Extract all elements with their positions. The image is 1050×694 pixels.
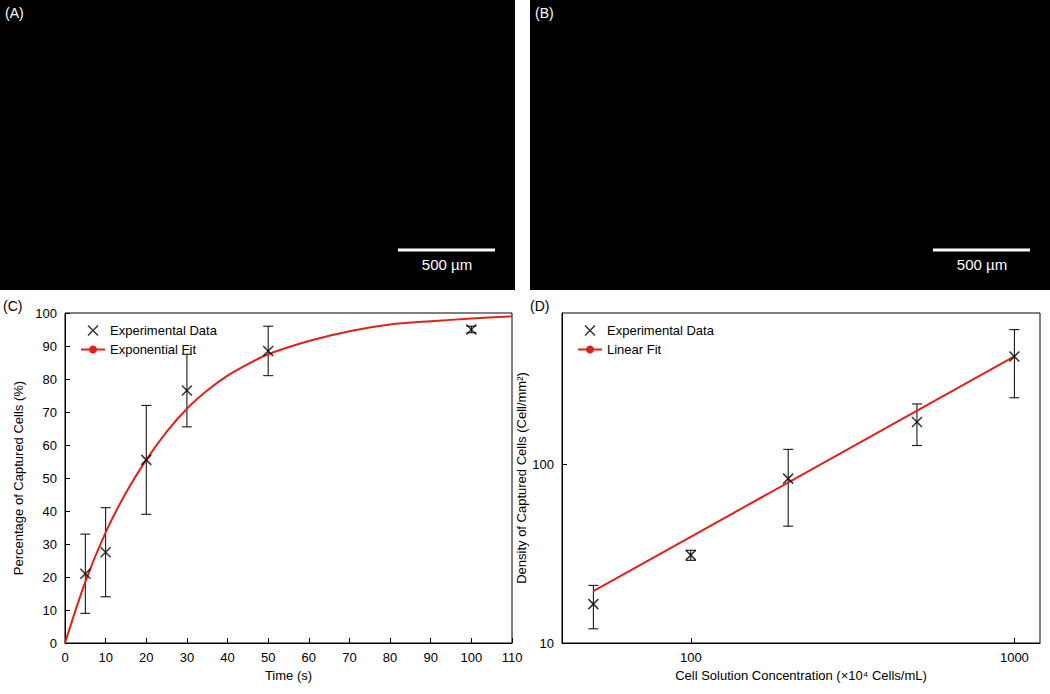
svg-text:Linear Fit: Linear Fit xyxy=(607,342,662,357)
svg-text:70: 70 xyxy=(43,405,57,420)
svg-text:(B): (B) xyxy=(535,5,554,21)
svg-text:(A): (A) xyxy=(5,5,24,21)
svg-text:70: 70 xyxy=(342,650,356,665)
svg-text:80: 80 xyxy=(43,372,57,387)
svg-text:20: 20 xyxy=(43,570,57,585)
svg-text:50: 50 xyxy=(261,650,275,665)
svg-text:10: 10 xyxy=(540,636,554,651)
svg-text:1000: 1000 xyxy=(1000,650,1029,665)
svg-text:Exponential Fit: Exponential Fit xyxy=(110,342,196,357)
svg-text:500 µm: 500 µm xyxy=(957,256,1007,273)
svg-text:Experimental Data: Experimental Data xyxy=(607,323,715,338)
svg-text:100: 100 xyxy=(532,457,554,472)
svg-text:100: 100 xyxy=(461,650,483,665)
svg-text:110: 110 xyxy=(502,650,523,665)
svg-text:60: 60 xyxy=(43,438,57,453)
svg-text:60: 60 xyxy=(302,650,316,665)
svg-text:90: 90 xyxy=(423,650,437,665)
svg-text:Cell Solution Concentration (×: Cell Solution Concentration (×10⁴ Cells/… xyxy=(675,668,927,683)
svg-text:0: 0 xyxy=(61,650,68,665)
svg-text:30: 30 xyxy=(43,537,57,552)
svg-text:90: 90 xyxy=(43,339,57,354)
svg-text:40: 40 xyxy=(43,504,57,519)
svg-text:Density of Captured Cells (Cel: Density of Captured Cells (Cell/mm²) xyxy=(514,372,529,584)
svg-text:100: 100 xyxy=(35,306,57,321)
svg-text:0: 0 xyxy=(50,636,57,651)
svg-text:50: 50 xyxy=(43,471,57,486)
svg-text:Percentage of Captured Cells (: Percentage of Captured Cells (%) xyxy=(11,381,26,575)
svg-text:(D): (D) xyxy=(530,298,549,314)
svg-text:Experimental Data: Experimental Data xyxy=(110,323,218,338)
svg-text:100: 100 xyxy=(680,650,702,665)
svg-text:40: 40 xyxy=(220,650,234,665)
svg-text:10: 10 xyxy=(43,603,57,618)
svg-text:30: 30 xyxy=(180,650,194,665)
svg-text:20: 20 xyxy=(139,650,153,665)
svg-text:(C): (C) xyxy=(3,298,22,314)
svg-text:80: 80 xyxy=(383,650,397,665)
svg-text:Time (s): Time (s) xyxy=(265,668,312,683)
svg-text:10: 10 xyxy=(98,650,112,665)
svg-text:500 µm: 500 µm xyxy=(422,256,472,273)
